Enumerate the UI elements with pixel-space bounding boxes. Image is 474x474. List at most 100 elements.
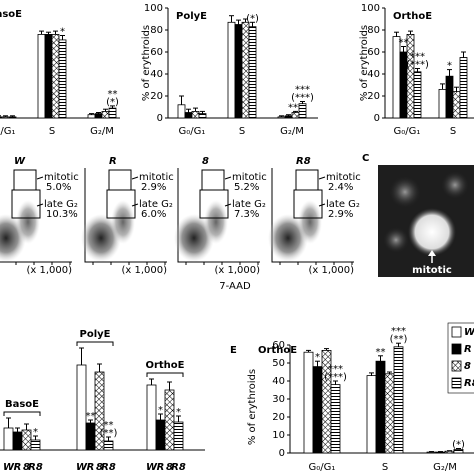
gate <box>199 189 229 219</box>
significance: (*) <box>246 13 259 24</box>
bar <box>21 429 32 451</box>
flow-cloud <box>268 214 308 262</box>
group-bracket <box>146 372 184 377</box>
legend-label: W <box>464 327 474 338</box>
group-label: PolyE <box>80 329 111 340</box>
scale-note: (x 1,000) <box>26 265 72 276</box>
gate <box>295 169 319 191</box>
legend-label: R8 <box>464 378 474 389</box>
chart-title: OrthoE <box>393 11 432 22</box>
bar <box>298 103 307 119</box>
legend-swatch <box>451 343 462 355</box>
bar <box>94 113 103 119</box>
significance: ** <box>104 420 114 431</box>
series-label: W <box>146 462 158 473</box>
bar <box>76 364 87 451</box>
legend-box <box>447 322 474 394</box>
bar <box>241 21 250 119</box>
significance: (***) <box>291 93 314 104</box>
bar <box>3 427 14 451</box>
cell <box>389 176 421 208</box>
legend-swatch <box>451 377 462 389</box>
y-tick-label: 60 <box>150 47 163 58</box>
y-tick-label: 20 <box>367 91 380 102</box>
x-tick-label: G₂/M <box>90 126 114 137</box>
gate-arrow <box>36 203 44 207</box>
group-bracket <box>3 411 41 416</box>
legend-label: 8 <box>464 361 471 372</box>
scale-note: (x 1,000) <box>308 265 354 276</box>
bar <box>393 346 404 454</box>
chart-title: PolyE <box>176 11 207 22</box>
flow-axes <box>84 168 167 263</box>
gate <box>293 189 323 219</box>
significance: * <box>33 427 38 438</box>
flow-cloud <box>16 200 40 244</box>
flow-axes <box>177 168 260 263</box>
legend-swatch <box>451 326 462 338</box>
legend-swatch <box>451 360 462 372</box>
y-tick-label: 80 <box>150 25 163 36</box>
x-tick-label: G₀/G₁ <box>309 462 336 473</box>
gate-arrow <box>131 203 139 207</box>
bar <box>384 373 395 454</box>
x-tick-label: S <box>49 126 55 137</box>
flow-axes <box>0 261 72 263</box>
gate-value: 2.9% <box>141 182 166 193</box>
bar <box>8 116 17 119</box>
y-tick-label: 0 <box>279 448 285 459</box>
significance: * <box>60 27 65 38</box>
significance: *** <box>295 85 310 96</box>
significance: *** <box>288 102 303 113</box>
significance: ** <box>86 411 96 422</box>
flow-axes <box>271 168 354 263</box>
group-bracket <box>76 341 114 346</box>
bar <box>191 111 200 119</box>
scale-note: (x 1,000) <box>121 265 167 276</box>
gate-name: late G₂ <box>326 199 360 210</box>
gate <box>106 189 136 219</box>
y-axis-label: % of erythroids <box>141 25 152 101</box>
gate-name: mitotic <box>44 172 79 183</box>
gate <box>13 169 37 191</box>
y-tick-label: 60 <box>272 340 285 351</box>
genotype-label: R8 <box>296 156 311 167</box>
y-axis-label: % of erythroids <box>247 369 258 445</box>
cell <box>383 227 409 253</box>
y-tick-label: 60 <box>367 47 380 58</box>
gate-name: mitotic <box>326 172 361 183</box>
bar <box>366 375 377 454</box>
genotype-label: R <box>109 156 117 167</box>
significance: (*) <box>106 97 119 108</box>
gate-arrow <box>224 176 232 180</box>
x-tick-label: G₀/G₁ <box>0 126 15 137</box>
gate <box>11 189 41 219</box>
panel-letter: E <box>230 345 237 356</box>
bar <box>312 366 323 454</box>
significance: * <box>158 405 163 416</box>
series-label: R <box>14 462 22 473</box>
bar <box>173 421 184 451</box>
arrow-head <box>428 250 436 256</box>
significance: ** <box>376 347 386 358</box>
gate-name: late G₂ <box>44 199 78 210</box>
series-label: R8 <box>171 462 186 473</box>
bar <box>1 116 10 119</box>
gate-value: 2.4% <box>328 182 353 193</box>
y-tick-label: 80 <box>367 25 380 36</box>
series-label: R8 <box>28 462 43 473</box>
bar <box>452 91 461 119</box>
series-label: W <box>76 462 88 473</box>
bar <box>30 439 41 451</box>
genotype-label: 8 <box>202 156 209 167</box>
series-label: 8 <box>96 462 103 473</box>
bar <box>277 116 286 119</box>
significance: ** <box>108 89 118 100</box>
series-label: W <box>3 462 15 473</box>
genotype-label: W <box>14 156 26 167</box>
gate-value: 6.0% <box>141 209 166 220</box>
gate-value: 7.3% <box>234 209 259 220</box>
bar <box>37 34 46 119</box>
bar <box>444 450 455 454</box>
bar <box>51 34 60 119</box>
